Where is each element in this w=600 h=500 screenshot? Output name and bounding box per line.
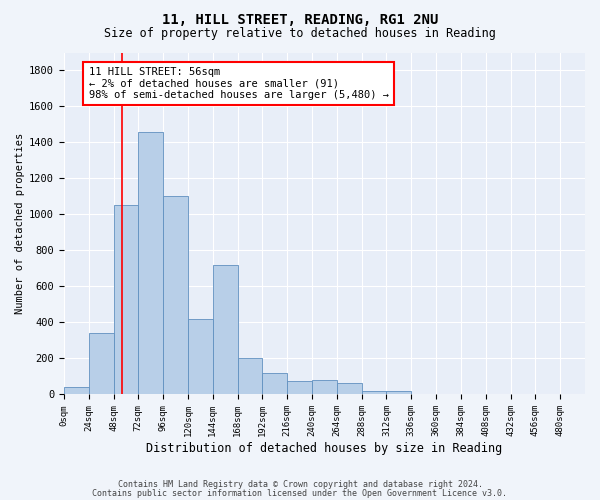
Bar <box>337 383 362 394</box>
Bar <box>287 381 312 394</box>
X-axis label: Distribution of detached houses by size in Reading: Distribution of detached houses by size … <box>146 442 503 455</box>
Text: Contains HM Land Registry data © Crown copyright and database right 2024.: Contains HM Land Registry data © Crown c… <box>118 480 482 489</box>
Bar <box>386 391 411 394</box>
Bar <box>213 265 238 394</box>
Bar <box>163 196 188 394</box>
Bar <box>139 132 163 394</box>
Bar <box>89 334 113 394</box>
Text: Contains public sector information licensed under the Open Government Licence v3: Contains public sector information licen… <box>92 488 508 498</box>
Text: Size of property relative to detached houses in Reading: Size of property relative to detached ho… <box>104 28 496 40</box>
Y-axis label: Number of detached properties: Number of detached properties <box>15 133 25 314</box>
Text: 11, HILL STREET, READING, RG1 2NU: 11, HILL STREET, READING, RG1 2NU <box>162 12 438 26</box>
Bar <box>188 319 213 394</box>
Bar <box>362 391 386 394</box>
Bar <box>312 380 337 394</box>
Bar <box>262 373 287 394</box>
Bar <box>64 388 89 394</box>
Bar <box>238 358 262 394</box>
Bar <box>113 206 139 394</box>
Text: 11 HILL STREET: 56sqm
← 2% of detached houses are smaller (91)
98% of semi-detac: 11 HILL STREET: 56sqm ← 2% of detached h… <box>89 67 389 100</box>
